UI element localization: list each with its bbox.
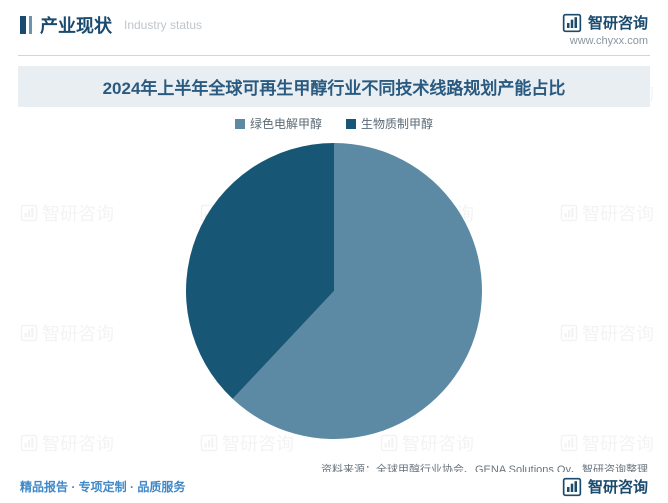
brand-box: 智研咨询 — [562, 12, 648, 33]
header-divider — [18, 55, 650, 56]
pie-chart — [0, 136, 668, 446]
header-right: 智研咨询 www.chyxx.com — [562, 12, 648, 47]
footer: 精品报告 · 专项定制 · 品质服务 智研咨询 — [0, 472, 668, 503]
footer-brand-name: 智研咨询 — [588, 476, 648, 497]
footer-brand: 智研咨询 — [562, 476, 648, 497]
heading-sub: Industry status — [124, 18, 202, 32]
chart-legend: 绿色电解甲醇 生物质制甲醇 — [0, 115, 668, 132]
brand-url: www.chyxx.com — [562, 35, 648, 47]
legend-item: 生物质制甲醇 — [346, 115, 433, 132]
brand-icon — [562, 477, 582, 497]
brand-icon — [562, 13, 582, 33]
chart-title: 2024年上半年全球可再生甲醇行业不同技术线路规划产能占比 — [18, 66, 650, 107]
legend-label: 生物质制甲醇 — [361, 115, 433, 132]
legend-swatch — [346, 119, 356, 129]
header: 产业现状 Industry status 智研咨询 www.chyxx.com — [0, 0, 668, 55]
brand-name-top: 智研咨询 — [588, 12, 648, 33]
legend-swatch — [235, 119, 245, 129]
heading-main: 产业现状 — [40, 12, 112, 38]
legend-label: 绿色电解甲醇 — [250, 115, 322, 132]
legend-item: 绿色电解甲醇 — [235, 115, 322, 132]
header-left: 产业现状 Industry status — [20, 12, 202, 38]
heading-bullet-icon — [20, 16, 32, 34]
footer-tagline: 精品报告 · 专项定制 · 品质服务 — [20, 478, 185, 495]
